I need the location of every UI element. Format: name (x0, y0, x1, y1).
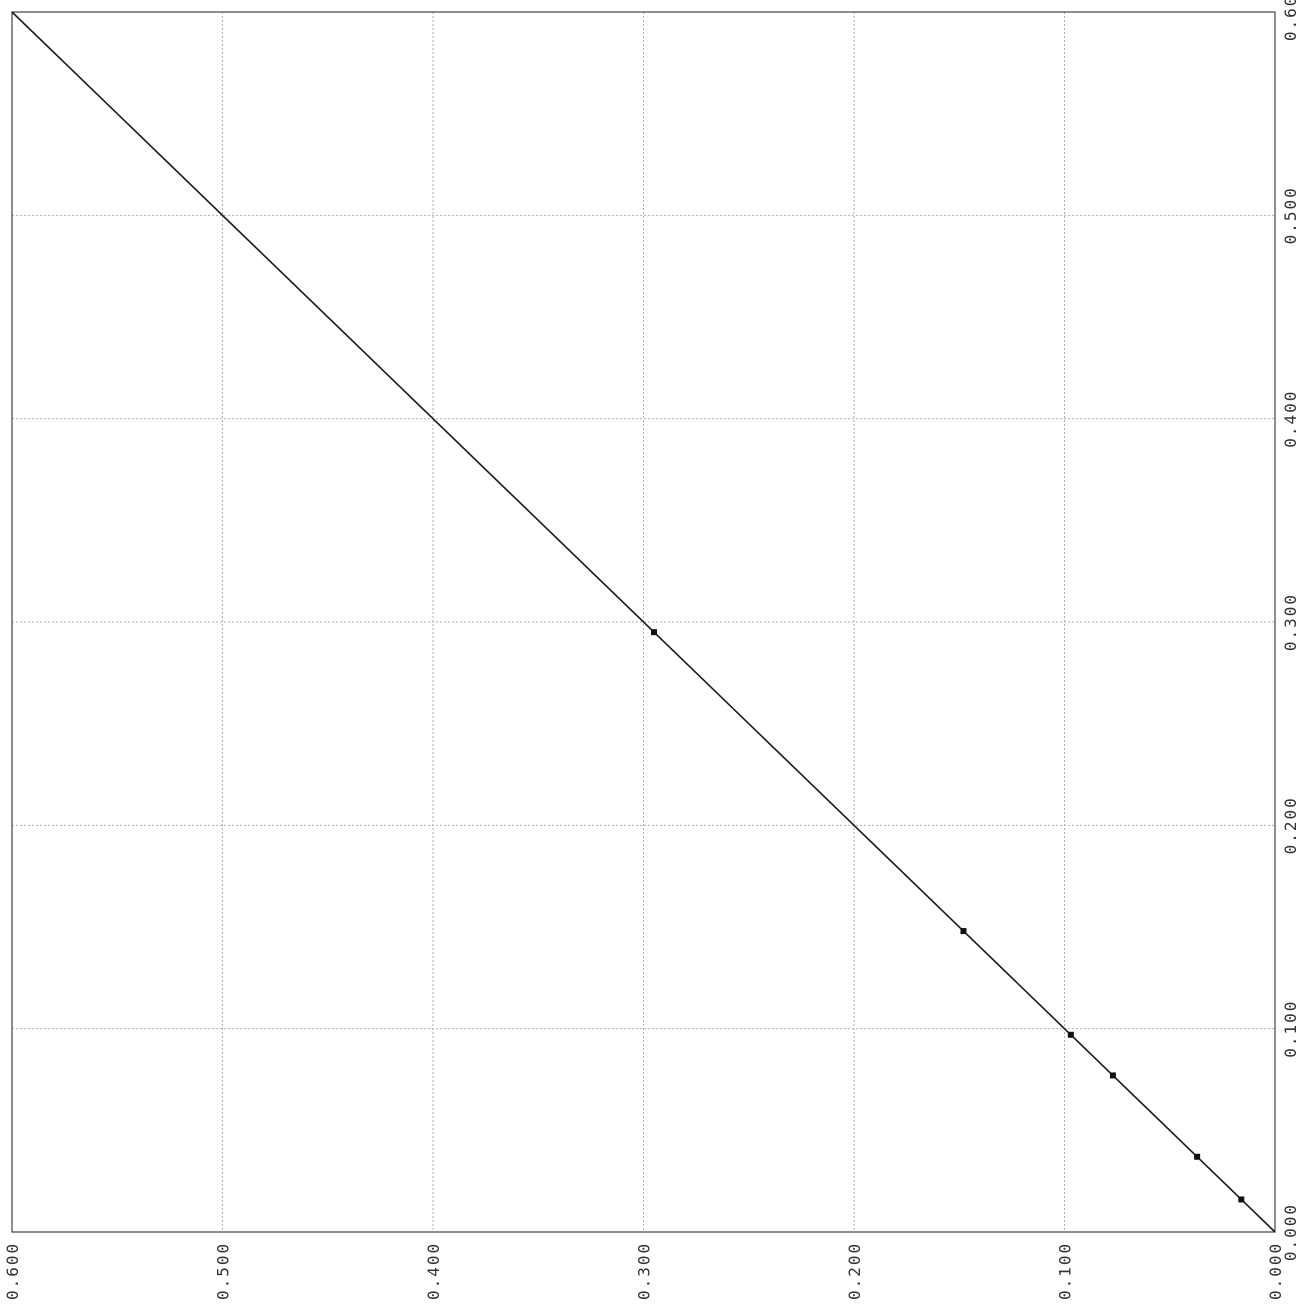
y-tick-labels: 0.000 0.100 0.200 0.300 0.400 0.500 0.600 (1281, 0, 1300, 1261)
x-tick-labels: 0.600 0.500 0.400 0.300 0.200 0.100 0.000 (3, 1242, 1285, 1300)
y-tick-label: 0.600 (1281, 0, 1300, 41)
plot-frame (11, 11, 1276, 1233)
y-tick-label: 0.000 (1281, 1203, 1300, 1261)
data-point (1109, 1072, 1116, 1079)
x-tick-label: 0.600 (3, 1242, 22, 1300)
data-point (651, 629, 658, 636)
data-point (1238, 1196, 1245, 1203)
y-tick-label: 0.400 (1281, 390, 1300, 448)
data-point (1067, 1031, 1074, 1038)
data-point (960, 928, 967, 935)
y-tick-label: 0.300 (1281, 593, 1300, 651)
y-tick-label: 0.500 (1281, 186, 1300, 244)
y-tick-label: 0.100 (1281, 1000, 1300, 1058)
series-line (11, 11, 1276, 1233)
x-tick-label: 0.500 (214, 1242, 233, 1300)
x-tick-label: 0.000 (1266, 1242, 1285, 1300)
x-tick-label: 0.300 (635, 1242, 654, 1300)
x-tick-label: 0.400 (424, 1242, 443, 1300)
x-tick-label: 0.100 (1056, 1242, 1075, 1300)
data-points (651, 629, 1245, 1203)
x-tick-label: 0.200 (845, 1242, 864, 1300)
series-line-layer (11, 11, 1276, 1233)
data-point (1194, 1153, 1201, 1160)
y-tick-label: 0.200 (1281, 796, 1300, 854)
